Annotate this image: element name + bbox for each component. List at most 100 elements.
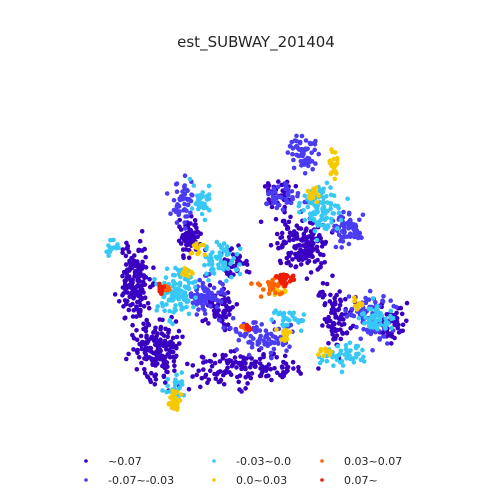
legend-label: -0.03~0.0: [236, 455, 291, 468]
data-point: [279, 182, 285, 188]
data-point: [391, 303, 397, 309]
data-point: [145, 374, 150, 379]
data-point: [245, 326, 250, 332]
data-point: [287, 344, 292, 350]
data-point: [378, 322, 383, 327]
data-point: [367, 288, 373, 294]
data-point: [274, 327, 279, 332]
data-point: [148, 345, 154, 351]
data-point: [257, 328, 263, 333]
data-point: [283, 240, 289, 245]
data-point: [297, 139, 303, 145]
data-point: [200, 303, 206, 309]
data-point: [286, 234, 292, 240]
data-point: [271, 346, 277, 352]
data-point: [352, 234, 357, 240]
data-point: [139, 229, 145, 234]
data-point: [274, 355, 280, 360]
data-point: [290, 151, 295, 157]
data-point: [306, 258, 312, 264]
data-point: [245, 381, 250, 386]
data-point: [285, 317, 291, 322]
data-point: [280, 272, 286, 278]
data-point: [396, 330, 402, 335]
data-point: [258, 333, 264, 339]
data-point: [314, 199, 320, 205]
data-point: [268, 331, 274, 337]
data-point: [207, 368, 213, 374]
data-point: [182, 220, 187, 225]
data-point: [122, 278, 128, 284]
data-point: [266, 336, 272, 342]
data-point: [363, 300, 369, 306]
data-point: [276, 202, 282, 208]
data-point: [344, 314, 350, 319]
data-point: [202, 201, 207, 207]
data-point: [293, 183, 299, 189]
data-point: [373, 307, 379, 313]
data-point: [193, 284, 198, 290]
data-point: [183, 237, 189, 242]
data-point: [299, 133, 305, 139]
data-point: [234, 329, 239, 334]
legend-item: ~0.07: [84, 455, 142, 468]
data-point: [316, 366, 321, 371]
data-point: [330, 211, 336, 216]
data-point: [280, 207, 286, 213]
data-point: [176, 328, 182, 334]
data-point: [152, 382, 158, 387]
data-point: [172, 368, 177, 374]
data-point: [174, 220, 180, 225]
data-point: [188, 251, 194, 256]
data-point: [283, 289, 288, 295]
data-point: [307, 195, 312, 200]
data-point: [385, 321, 391, 327]
data-point: [177, 397, 182, 403]
data-point: [179, 235, 185, 240]
data-point: [319, 244, 325, 249]
data-point: [251, 336, 256, 341]
data-point: [324, 281, 330, 287]
data-point: [306, 156, 312, 161]
data-point: [297, 252, 303, 257]
data-point: [310, 166, 316, 172]
data-point: [319, 261, 324, 266]
data-point: [307, 140, 313, 146]
data-point: [351, 313, 357, 319]
data-point: [155, 345, 161, 350]
data-point: [154, 339, 159, 345]
legend: ~0.07 -0.07~-0.03 -0.03~0.0 0.0~0.03 0.03~0.…: [84, 455, 402, 487]
data-point: [257, 282, 263, 288]
data-point: [184, 230, 190, 236]
data-point: [228, 261, 233, 267]
data-point: [146, 355, 152, 360]
data-point: [291, 165, 297, 171]
data-point: [258, 346, 264, 351]
data-point: [266, 291, 272, 297]
data-point: [389, 325, 395, 331]
data-point: [258, 366, 263, 371]
data-point: [149, 349, 154, 355]
data-point: [154, 308, 159, 313]
data-point: [348, 231, 353, 236]
data-point: [152, 373, 157, 379]
data-point: [330, 163, 335, 168]
data-point: [106, 253, 111, 258]
data-point: [141, 326, 146, 332]
data-point: [182, 196, 187, 201]
data-point: [342, 234, 347, 239]
data-point: [196, 250, 202, 255]
data-point: [207, 358, 212, 364]
data-point: [280, 365, 285, 370]
data-point: [176, 212, 181, 217]
data-point: [287, 230, 293, 235]
data-point: [248, 375, 254, 381]
data-point: [282, 332, 288, 338]
data-point: [207, 208, 212, 213]
data-point: [183, 247, 189, 252]
data-point: [225, 322, 231, 328]
data-point: [296, 318, 301, 323]
data-point: [352, 303, 358, 309]
data-point: [268, 243, 274, 248]
data-point: [291, 366, 296, 371]
